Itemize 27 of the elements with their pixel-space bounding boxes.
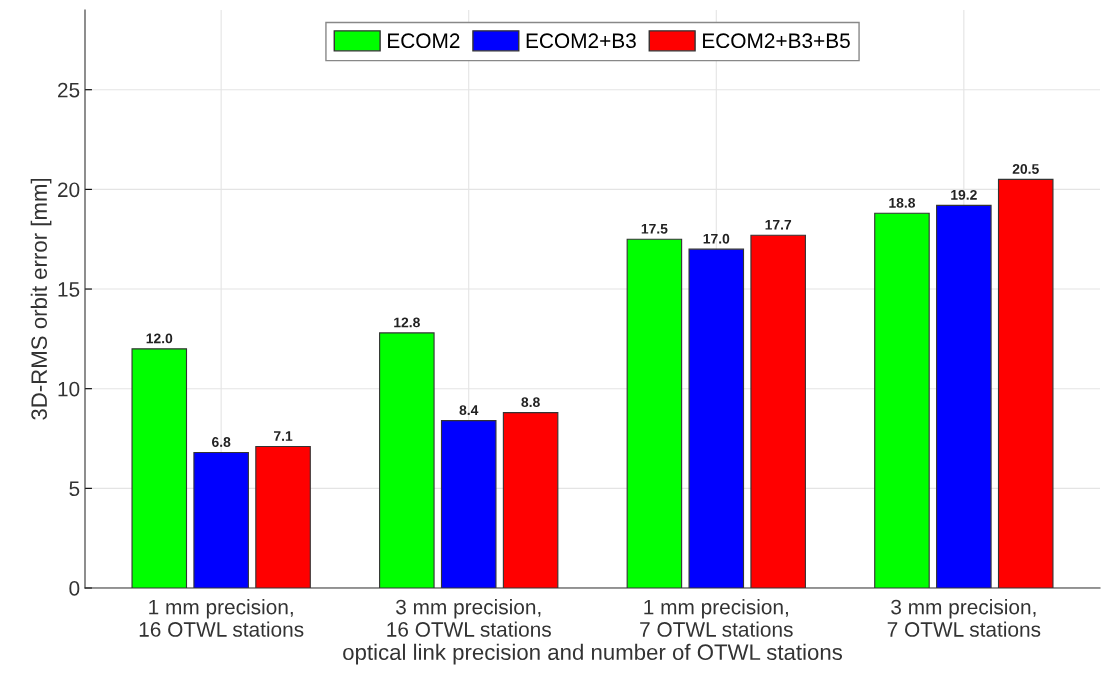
text: 18.8 — [889, 197, 916, 208]
y-tick-label: 15 — [58, 282, 80, 297]
x-tick-label: 3 mm precision, 16 OTWL stations — [387, 599, 551, 637]
x-tick-label: 1 mm precision, 16 OTWL stations — [139, 599, 304, 637]
text: 17.0 — [703, 233, 730, 244]
legend-label: ECOM2+B3+B5 — [703, 33, 850, 49]
text: 19.2 — [951, 189, 977, 200]
text: 17.7 — [765, 220, 792, 230]
text: 12.0 — [146, 333, 173, 344]
legend-label: ECOM2 — [388, 33, 460, 49]
text: 17.5 — [641, 223, 668, 234]
text: 8.8 — [521, 397, 540, 408]
x-tick-label: 1 mm precision, 7 OTWL stations — [640, 599, 793, 637]
y-tick-label: 0 — [69, 581, 80, 596]
y-tick-label: 10 — [58, 381, 80, 397]
x-axis-title: optical link precision and number of OTWL stations — [343, 643, 843, 665]
y-tick-label: 5 — [69, 481, 80, 497]
text: 20.5 — [1012, 164, 1039, 174]
text: 7.1 — [273, 431, 293, 441]
text: 12.8 — [394, 317, 420, 328]
y-tick-label: 25 — [58, 82, 80, 98]
text: 6.8 — [212, 437, 231, 447]
x-tick-label: 3 mm precision, 7 OTWL stations — [887, 599, 1041, 637]
y-axis-title: 3D-RMS orbit error [mm] — [30, 178, 52, 420]
y-tick-label: 20 — [58, 182, 80, 198]
legend-label: ECOM2+B3 — [526, 33, 636, 49]
text: 8.4 — [459, 405, 479, 416]
